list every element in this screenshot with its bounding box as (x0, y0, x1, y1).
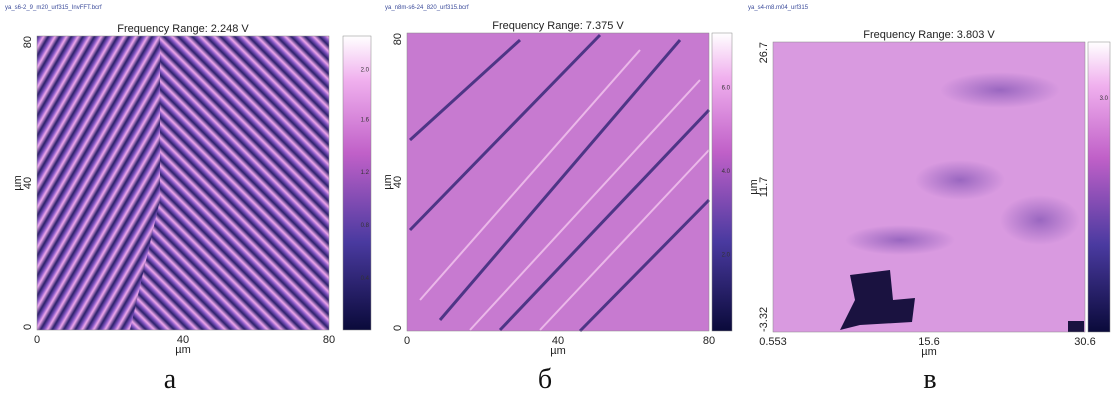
x-tick-label: 40 (552, 335, 564, 347)
y-axis-label: µm (382, 174, 394, 190)
y-tick-label: 40 (392, 176, 404, 188)
y-tick-label: 80 (392, 33, 404, 45)
panel-title: Frequency Range: 3.803 V (863, 29, 995, 41)
y-tick-label: -3.32 (758, 307, 770, 332)
colorbar (711, 32, 733, 332)
panel-caption: б (538, 364, 552, 395)
colorbar-tick-label: 3.0 (1100, 96, 1109, 102)
y-tick-label: 11.7 (758, 177, 770, 198)
y-axis-label: µm (748, 179, 760, 195)
file-name: ya_s6-2_9_m20_urf315_InvFFT.bcrf (5, 5, 102, 11)
x-axis-label: µm (175, 344, 191, 356)
x-tick-label: 0.553 (759, 336, 787, 348)
colorbar-tick-label: 0.8 (361, 223, 370, 229)
colorbar-tick-label: 1.2 (361, 170, 370, 176)
file-name: ya_n8m-s6-24_820_urf315.bcrf (385, 5, 469, 11)
colorbar-tick-label: 6.0 (722, 86, 731, 92)
y-tick-label: 80 (22, 36, 34, 48)
colorbar (1087, 41, 1111, 333)
file-name: ya_s4-m8.m04_urf315 (748, 5, 809, 11)
colorbar (342, 35, 372, 331)
x-tick-label: 80 (323, 334, 335, 346)
colorbar-tick-label: 1.6 (361, 117, 370, 123)
x-tick-label: 80 (703, 335, 715, 347)
image-frame (406, 32, 710, 332)
image-frame (772, 41, 1086, 333)
image-frame (36, 35, 330, 331)
colorbar-tick-label: 0.4 (361, 276, 370, 282)
x-axis-label: µm (921, 346, 937, 358)
x-tick-label: 30.6 (1074, 336, 1095, 348)
image-b (407, 33, 711, 333)
x-tick-label: 15.6 (918, 336, 939, 348)
y-tick-label: 40 (22, 177, 34, 189)
y-axis-label: µm (12, 175, 24, 191)
panel-caption: а (164, 364, 177, 395)
x-axis-label: µm (550, 345, 566, 357)
x-tick-label: 0 (404, 335, 410, 347)
image-c (773, 42, 1085, 332)
colorbar-tick-label: 2.0 (361, 67, 370, 73)
colorbar-tick-label: 2.0 (722, 253, 731, 259)
y-tick-label: 26.7 (758, 42, 770, 63)
panel-title: Frequency Range: 2.248 V (117, 23, 249, 35)
x-tick-label: 40 (177, 334, 189, 346)
y-tick-label: 0 (392, 325, 404, 331)
panel-caption: в (923, 364, 936, 395)
y-tick-label: 0 (22, 324, 34, 330)
x-tick-label: 0 (34, 334, 40, 346)
panel-title: Frequency Range: 7.375 V (492, 20, 624, 32)
colorbar-tick-label: 4.0 (722, 169, 731, 175)
image-a (37, 36, 329, 330)
